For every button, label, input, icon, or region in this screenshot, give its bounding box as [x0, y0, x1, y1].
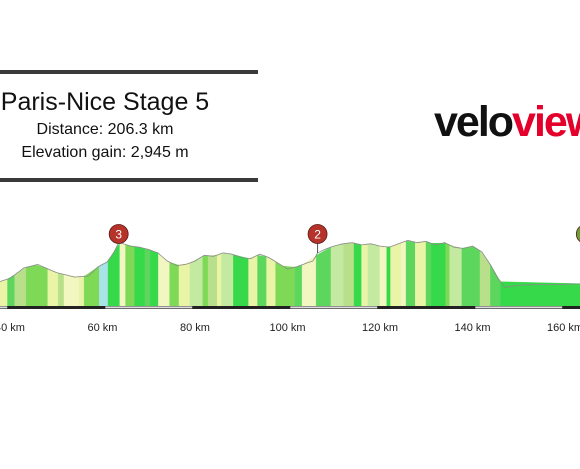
climb-marker-circle — [307, 224, 328, 244]
profile-segment — [150, 249, 159, 308]
profile-segment — [330, 243, 344, 308]
logo-part-dark: velo — [434, 98, 514, 146]
profile-segment — [425, 241, 432, 308]
logo-clip: veloview — [0, 90, 580, 160]
profile-segment — [390, 242, 402, 308]
profile-segment — [57, 272, 65, 308]
profile-segment — [99, 260, 109, 308]
axis-stripe — [105, 306, 193, 309]
profile-segment — [221, 253, 234, 308]
profile-segment — [257, 254, 267, 308]
climb-category-label: 3 — [115, 228, 122, 242]
profile-segment — [119, 242, 126, 308]
x-tick-label: 60 km — [88, 322, 118, 334]
profile-segment — [202, 255, 209, 308]
profile-segment — [479, 250, 486, 308]
profile-segment — [178, 262, 191, 308]
axis-stripe — [0, 306, 8, 309]
profile-segment — [445, 242, 450, 308]
profile-segment — [275, 261, 283, 308]
x-tick-label: 40 km — [0, 322, 25, 334]
profile-segment — [282, 265, 296, 308]
profile-segment — [189, 255, 203, 308]
profile-segment — [83, 265, 100, 308]
elevation-profile-chart: 40 km 60 km 80 km 100 km 120 km 140 km 160 km 3… — [0, 224, 580, 334]
profile-segment — [7, 274, 15, 308]
profile-segment — [449, 244, 463, 308]
info-top-rule — [0, 70, 258, 74]
profile-segment — [207, 254, 218, 308]
stage-info-box: Paris-Nice Stage 5 Distance: 206.3 km El… — [0, 70, 258, 183]
profile-segment — [266, 256, 276, 308]
profile-segment — [47, 268, 59, 308]
profile-segment — [386, 246, 391, 308]
profile-segment — [78, 276, 85, 308]
profile-segment — [0, 278, 8, 308]
x-tick-label: 80 km — [180, 322, 210, 334]
axis-stripe — [290, 306, 378, 309]
info-bottom-rule — [0, 178, 258, 182]
profile-segment — [500, 281, 580, 308]
elevation-gain-text: Elevation gain: 2,945 m — [21, 144, 189, 161]
profile-segment — [367, 243, 381, 308]
climb-category-label: 2 — [314, 228, 321, 242]
profile-segment — [144, 248, 151, 308]
profile-segment — [485, 257, 491, 308]
profile-segment — [361, 243, 369, 308]
profile-segment — [405, 240, 416, 308]
profile-segment — [415, 241, 427, 308]
axis-stripe — [475, 306, 563, 309]
profile-segment — [431, 242, 446, 308]
profile-segment — [353, 242, 362, 308]
profile-segment — [158, 252, 164, 308]
profile-segment — [26, 264, 37, 308]
profile-segment — [294, 264, 303, 308]
veloviewer-logo: veloview — [434, 101, 580, 144]
profile-segment — [315, 246, 332, 308]
profile-segment — [248, 254, 258, 308]
x-tick-label: 160 km — [547, 322, 580, 334]
x-tick-label: 140 km — [454, 322, 490, 334]
profile-outline — [0, 239, 580, 288]
logo-part-red: view — [512, 98, 580, 146]
profile-segment — [301, 255, 317, 308]
x-tick-label: 120 km — [362, 322, 398, 334]
profile-segment — [125, 244, 135, 308]
profile-segment — [461, 246, 474, 308]
profile-segment — [217, 253, 222, 308]
climb-marker-circle — [108, 224, 129, 244]
profile-segment — [35, 264, 48, 308]
profile-segment — [343, 242, 355, 308]
profile-segment — [134, 246, 146, 308]
profile-segment — [401, 240, 407, 308]
profile-segment — [233, 254, 249, 308]
profile-segment — [490, 263, 501, 308]
profile-segment — [63, 274, 80, 308]
climb-marker-circle — [575, 225, 580, 243]
x-tick-label: 100 km — [269, 322, 305, 334]
profile-segment — [379, 245, 387, 308]
distance-text: Distance: 206.3 km — [36, 121, 174, 138]
profile-segment — [169, 261, 180, 308]
stage-title: Paris-Nice Stage 5 — [0, 88, 210, 116]
profile-segment — [162, 256, 170, 308]
profile-segment — [473, 246, 481, 308]
